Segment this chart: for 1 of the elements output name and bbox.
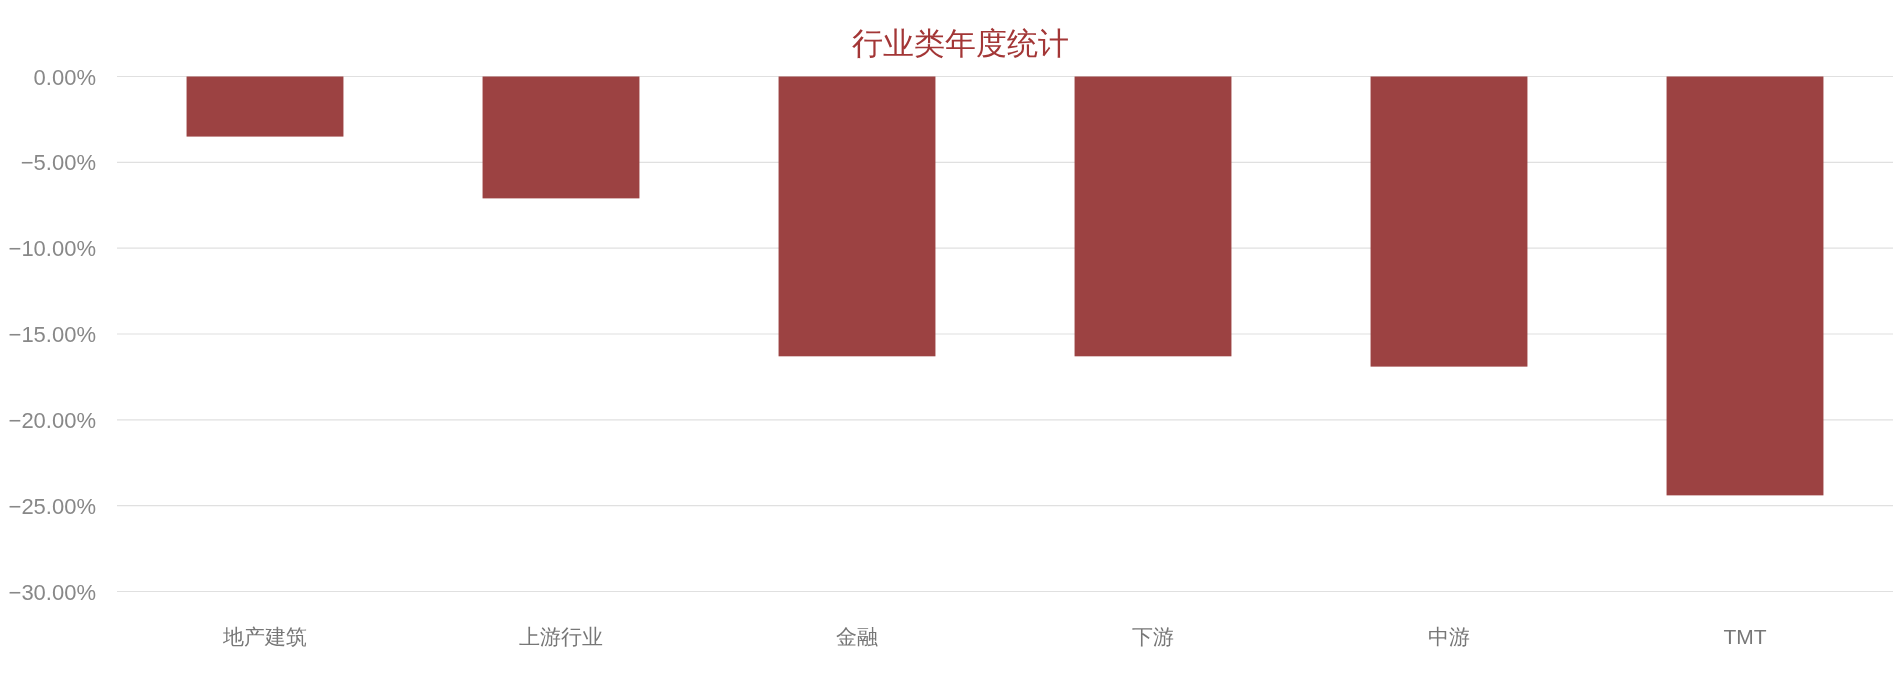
- title: 行业类年度统计: [851, 26, 1069, 61]
